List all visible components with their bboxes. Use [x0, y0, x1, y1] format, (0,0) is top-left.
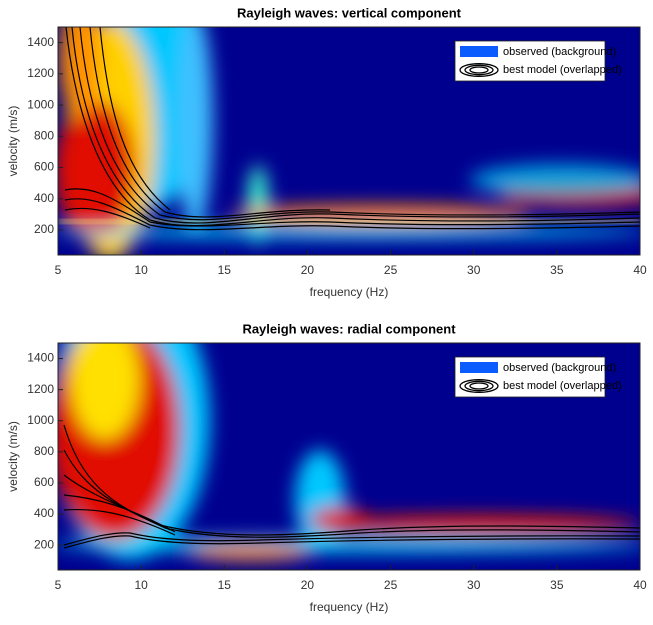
heatmap-background: [58, 27, 640, 255]
legend-contour-icon: [469, 382, 489, 390]
y-tick-label: 1200: [27, 66, 54, 80]
x-tick-label: 30: [467, 578, 481, 592]
legend-contour-icon: [464, 64, 494, 76]
x-tick-label: 5: [55, 578, 62, 592]
y-tick-label: 400: [34, 506, 54, 520]
x-tick-label: 10: [134, 263, 148, 277]
legend-swatch: [460, 362, 498, 373]
x-tick-label: 35: [550, 263, 564, 277]
y-tick-label: 600: [34, 160, 54, 174]
x-tick-label: 5: [55, 263, 62, 277]
x-tick-label: 25: [384, 578, 398, 592]
legend-label: observed (background): [503, 362, 616, 374]
x-tick-label: 20: [301, 578, 315, 592]
chart-title: Rayleigh waves: vertical component: [237, 5, 462, 20]
x-tick-label: 15: [218, 578, 232, 592]
y-tick-label: 1000: [27, 413, 54, 427]
y-tick-label: 200: [34, 222, 54, 236]
x-tick-label: 40: [633, 578, 647, 592]
model-contours: [63, 424, 640, 549]
y-axis-label: velocity (m/s): [6, 421, 20, 492]
y-tick-label: 1200: [27, 382, 54, 396]
y-tick-label: 800: [34, 128, 54, 142]
chart-title: Rayleigh waves: radial component: [242, 321, 456, 336]
y-tick-label: 1400: [27, 35, 54, 49]
y-tick-label: 1400: [27, 351, 54, 365]
y-tick-label: 800: [34, 444, 54, 458]
y-tick-label: 1000: [27, 97, 54, 111]
y-tick-label: 400: [34, 191, 54, 205]
legend-contour-icon: [459, 379, 499, 393]
y-tick-label: 600: [34, 475, 54, 489]
x-axis-label: frequency (Hz): [310, 285, 389, 299]
x-tick-label: 25: [384, 263, 398, 277]
x-axis-label: frequency (Hz): [310, 600, 389, 614]
legend-contour-icon: [469, 66, 489, 74]
x-tick-label: 15: [218, 263, 232, 277]
x-tick-label: 10: [134, 578, 148, 592]
x-tick-label: 20: [301, 263, 315, 277]
x-tick-label: 30: [467, 263, 481, 277]
x-tick-label: 40: [633, 263, 647, 277]
model-contours: [64, 27, 640, 231]
legend-label: best model (overlapped): [503, 380, 622, 392]
x-tick-label: 35: [550, 578, 564, 592]
legend-swatch: [460, 46, 498, 57]
legend-contour-icon: [459, 63, 499, 77]
axes-box: [57, 26, 641, 256]
y-axis-label: velocity (m/s): [6, 106, 20, 177]
y-tick-label: 200: [34, 537, 54, 551]
legend-label: observed (background): [503, 46, 616, 58]
legend-label: best model (overlapped): [503, 64, 622, 76]
axes-box: [57, 342, 641, 571]
legend-contour-icon: [464, 380, 494, 392]
